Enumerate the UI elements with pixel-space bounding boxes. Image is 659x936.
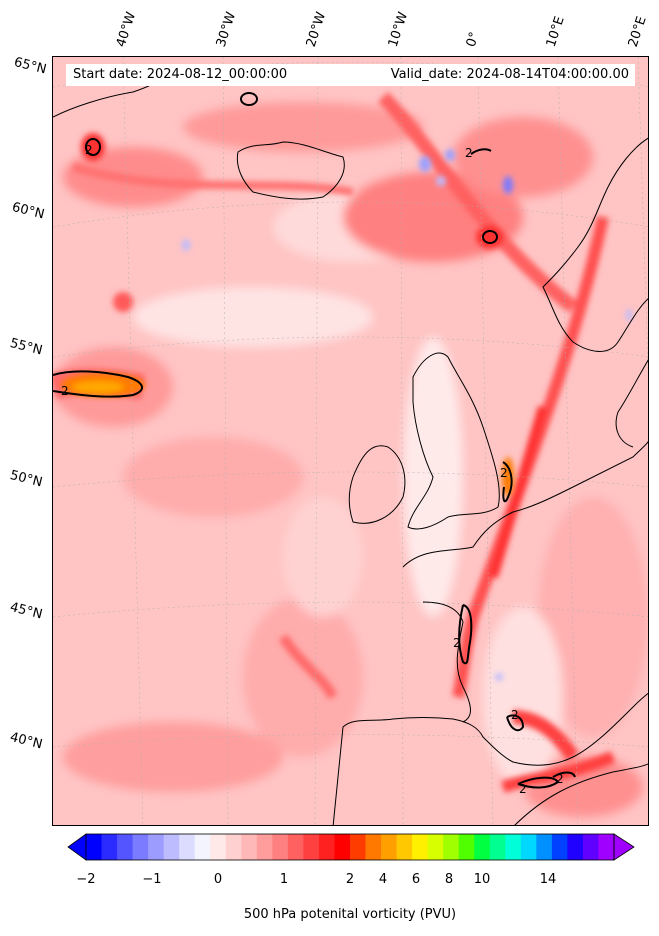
colorbar — [67, 833, 635, 861]
lat-label-50n: 50°N — [8, 468, 44, 491]
colorbar-extend-high — [613, 833, 635, 861]
colorbar-bin — [598, 834, 615, 860]
colorbar-bin — [210, 834, 227, 860]
pv-field — [53, 57, 648, 825]
svg-text:2: 2 — [61, 384, 69, 398]
colorbar-bin — [303, 834, 320, 860]
colorbar-bins — [67, 833, 635, 861]
colorbar-bin — [443, 834, 460, 860]
lat-label-60n: 60°N — [10, 200, 46, 223]
colorbar-bin — [86, 834, 102, 860]
svg-text:2: 2 — [465, 146, 473, 160]
colorbar-bin — [458, 834, 475, 860]
colorbar-bin — [318, 834, 335, 860]
lon-label-10e: 10°E — [543, 14, 568, 50]
colorbar-tick-label: 1 — [279, 872, 289, 887]
colorbar-bin — [117, 834, 133, 860]
lat-label-55n: 55°N — [8, 336, 44, 359]
colorbar-bin — [256, 834, 273, 860]
colorbar-bin — [536, 834, 553, 860]
colorbar-bin — [272, 834, 289, 860]
svg-text:2: 2 — [519, 782, 527, 796]
svg-text:2: 2 — [511, 708, 519, 722]
colorbar-tick-label: 14 — [539, 872, 557, 887]
lon-label-40w: 40°W — [113, 10, 140, 49]
colorbar-tick-label: 2 — [345, 872, 355, 887]
colorbar-bin — [505, 834, 522, 860]
colorbar-bin — [412, 834, 429, 860]
lat-label-40n: 40°N — [8, 730, 44, 753]
colorbar-bin — [241, 834, 258, 860]
colorbar-bin — [551, 834, 568, 860]
lon-label-0: 0° — [463, 30, 483, 49]
svg-text:2: 2 — [85, 143, 93, 157]
graticule — [53, 57, 648, 825]
colorbar-bin — [396, 834, 413, 860]
colorbar-tick-label: 8 — [444, 872, 454, 887]
colorbar-bin — [334, 834, 351, 860]
colorbar-bin — [520, 834, 537, 860]
colorbar-bin — [287, 834, 304, 860]
start-date-text: Start date: 2024-08-12_00:00:00 — [73, 67, 288, 82]
colorbar-bin — [225, 834, 242, 860]
contour-labels: 2 2 2 2 2 2 2 2 — [61, 143, 564, 796]
colorbar-bin — [381, 834, 397, 860]
colorbar-tick-label: −2 — [76, 872, 96, 887]
pv-map: 2 2 2 2 2 2 2 2 — [52, 56, 649, 826]
colorbar-bin — [474, 834, 491, 860]
lat-label-65n: 65°N — [12, 55, 48, 78]
lon-label-10w: 10°W — [385, 10, 412, 49]
colorbar-bin — [489, 834, 506, 860]
colorbar-extend-low — [67, 833, 87, 861]
colorbar-bin — [427, 834, 444, 860]
colorbar-bin — [350, 834, 366, 860]
colorbar-bin — [101, 834, 118, 860]
colorbar-bin — [163, 834, 180, 860]
colorbar-bin — [132, 834, 149, 860]
colorbar-bin — [179, 834, 196, 860]
date-header: Start date: 2024-08-12_00:00:00 Valid_da… — [66, 64, 635, 86]
pv-2-contours — [53, 92, 576, 789]
lon-label-30w: 30°W — [213, 10, 240, 49]
colorbar-tick-label: −1 — [142, 872, 162, 887]
valid-date-text: Valid_date: 2024-08-14T04:00:00.00 — [390, 67, 629, 82]
colorbar-bin — [194, 834, 211, 860]
lat-label-45n: 45°N — [8, 600, 44, 623]
colorbar-bin — [567, 834, 584, 860]
colorbar-bin — [365, 834, 382, 860]
colorbar-border — [85, 833, 615, 861]
svg-text:2: 2 — [556, 772, 564, 786]
svg-text:2: 2 — [453, 636, 461, 650]
colorbar-label: 500 hPa potenital vorticity (PVU) — [243, 907, 457, 922]
map-canvas: 2 2 2 2 2 2 2 2 — [53, 57, 648, 825]
colorbar-tick-label: 4 — [378, 872, 388, 887]
svg-text:2: 2 — [500, 466, 508, 480]
colorbar-bin — [582, 834, 599, 860]
colorbar-tick-label: 0 — [213, 872, 223, 887]
colorbar-tick-label: 6 — [411, 872, 421, 887]
lon-label-20e: 20°E — [625, 14, 650, 50]
colorbar-tick-label: 10 — [473, 872, 491, 887]
lon-label-20w: 20°W — [303, 10, 330, 49]
colorbar-bin — [148, 834, 165, 860]
